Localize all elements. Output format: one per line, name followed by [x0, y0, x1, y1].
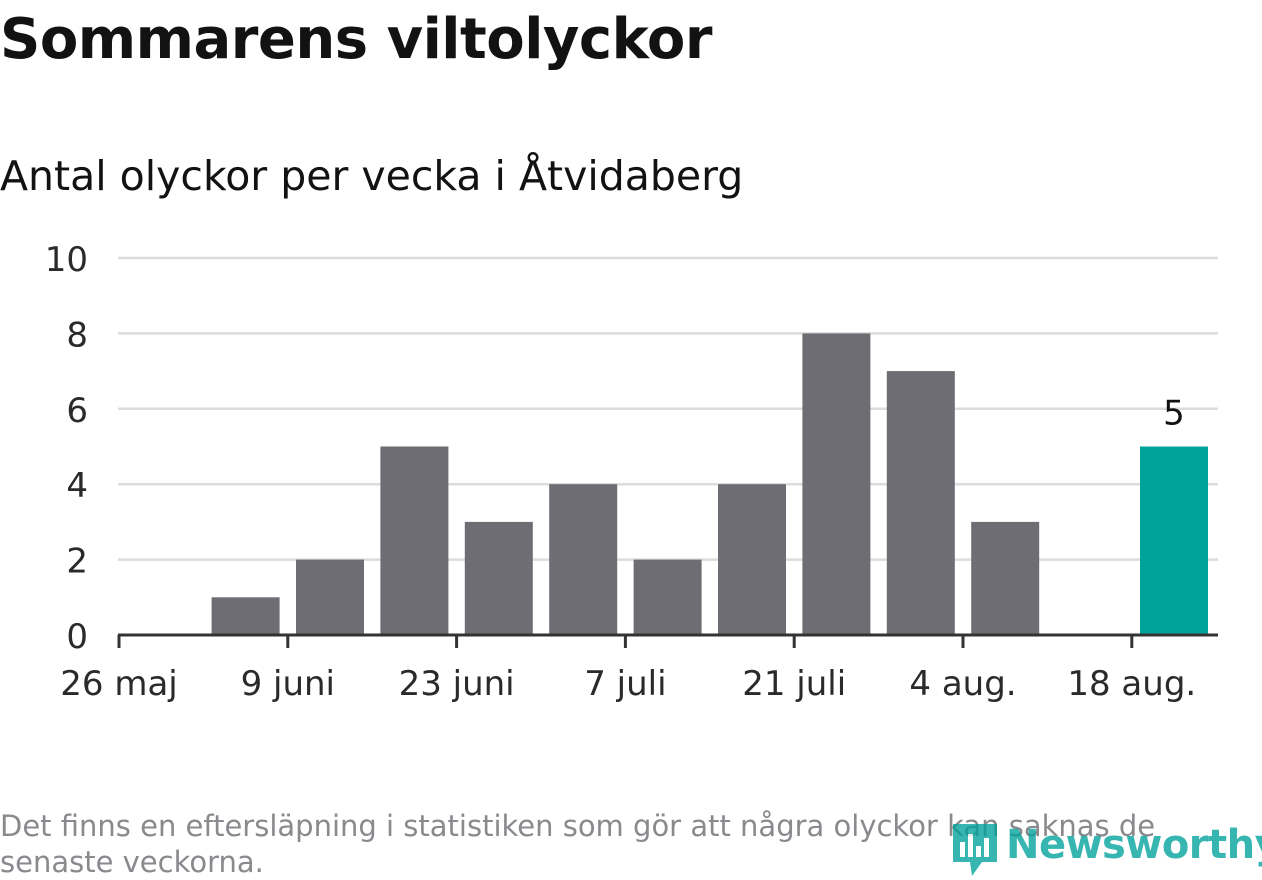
bar-highlighted [1140, 446, 1208, 635]
gridlines [118, 256, 1218, 561]
x-tick-label: 4 aug. [909, 664, 1016, 704]
data-labels: 5 [1163, 394, 1185, 434]
y-tick-label: 4 [66, 466, 88, 506]
x-tick-label: 26 maj [60, 664, 177, 704]
x-tick-label: 18 aug. [1067, 664, 1196, 704]
bar [718, 484, 786, 635]
data-label: 5 [1163, 394, 1185, 434]
bar [886, 371, 955, 635]
x-tick-label: 9 juni [241, 664, 335, 704]
bar-chart: 0 2 4 6 8 10 26 maj 9 juni 23 juni 7 juli 21 juli… [45, 240, 1218, 704]
y-tick-label: 8 [66, 315, 88, 355]
y-axis-tick-labels: 0 2 4 6 8 10 [45, 240, 88, 657]
bar [549, 484, 618, 635]
chart-title: Sommarens viltolyckor [0, 7, 712, 72]
y-tick-label: 10 [45, 240, 88, 280]
y-tick-label: 2 [66, 542, 88, 582]
bar [802, 333, 871, 635]
bar [971, 521, 1040, 635]
bar [380, 446, 449, 635]
y-tick-label: 0 [66, 617, 88, 657]
x-tick-label: 7 juli [584, 664, 666, 704]
y-tick-label: 6 [66, 391, 88, 431]
bar-chart-speech-bubble-icon [953, 824, 997, 876]
bar [633, 559, 702, 635]
bar [464, 521, 533, 635]
x-axis: 26 maj 9 juni 23 juni 7 juli 21 juli 4 aug. 18… [60, 633, 1218, 704]
bar [211, 597, 280, 635]
newsworthy-logo: Newsworthy [950, 812, 1262, 878]
bars [211, 333, 1208, 635]
bar [296, 559, 364, 635]
logo-text: Newsworthy [1006, 822, 1262, 868]
x-tick-label: 23 juni [399, 664, 515, 704]
chart-subtitle: Antal olyckor per vecka i Åtvidaberg [0, 152, 744, 200]
x-tick-label: 21 juli [742, 664, 846, 704]
